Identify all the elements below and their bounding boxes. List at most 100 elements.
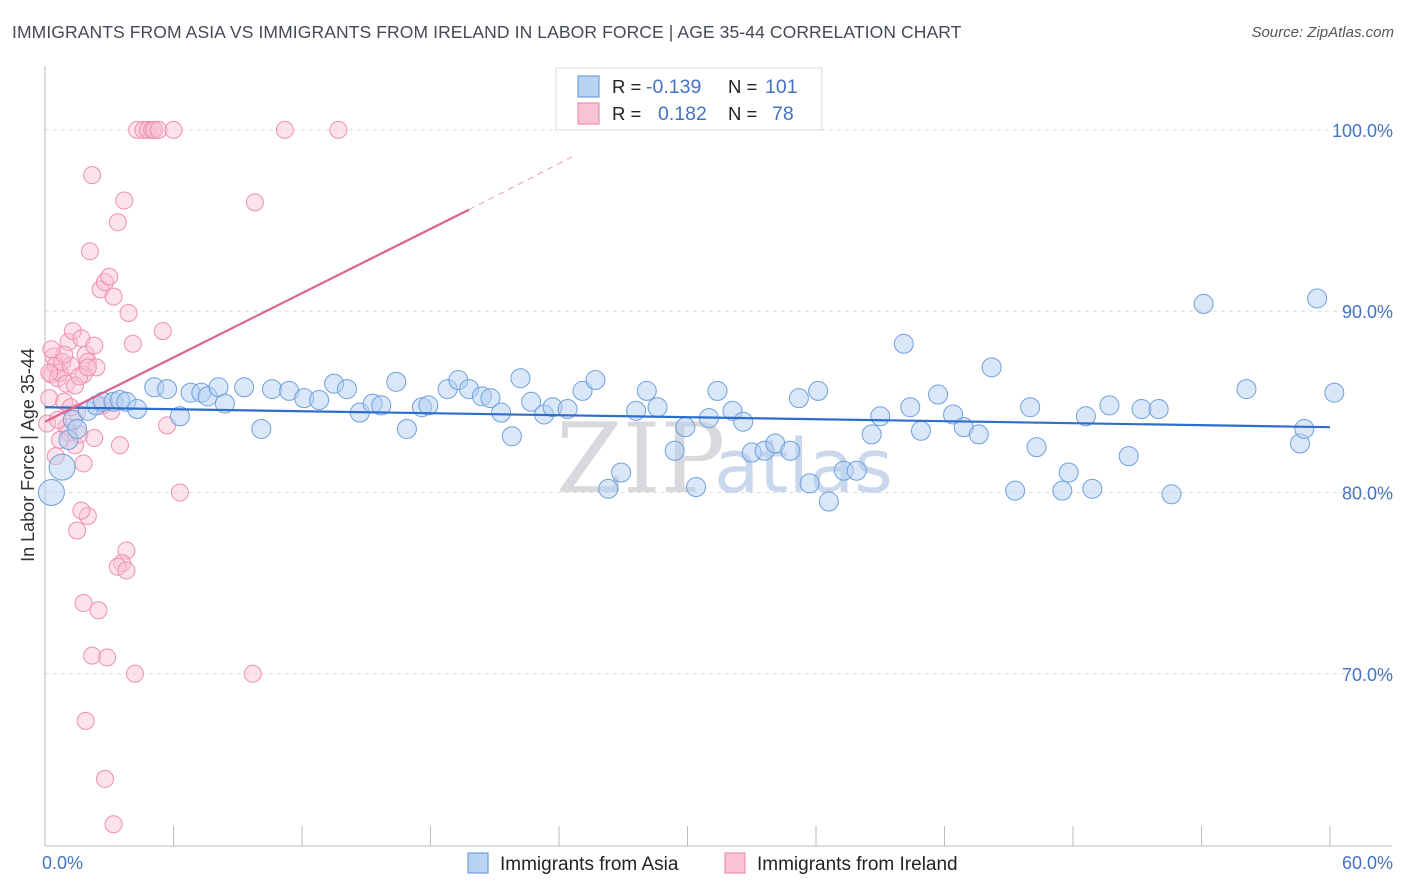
legend-box	[555, 67, 823, 131]
ireland-point	[83, 166, 102, 185]
ireland-point	[100, 267, 119, 286]
asia-point	[557, 399, 578, 420]
asia-point	[647, 397, 668, 418]
ireland-point	[125, 664, 144, 683]
ireland-point	[85, 429, 104, 448]
asia-point	[1118, 446, 1139, 467]
ireland-point	[74, 454, 93, 473]
correlation-legend: R = -0.139 N = 101 R = 0.182 N = 78	[555, 67, 823, 131]
asia-point	[251, 418, 272, 439]
asia-point	[396, 418, 417, 439]
ireland-point	[115, 191, 134, 210]
asia-point	[611, 462, 632, 483]
asia-point	[309, 389, 330, 410]
ireland-point	[117, 561, 136, 580]
series-ireland-points	[38, 120, 348, 834]
legend-r-asia: -0.139	[646, 76, 701, 98]
asia-point	[1193, 293, 1214, 314]
asia-point	[214, 393, 235, 414]
asia-point	[1131, 399, 1152, 420]
bottom-legend-ireland: Immigrants from Ireland	[757, 854, 958, 875]
asia-point	[371, 395, 392, 416]
asia-point	[910, 420, 931, 441]
asia-point	[870, 406, 891, 427]
ireland-point	[80, 242, 99, 261]
asia-point	[1148, 399, 1169, 420]
ireland-point	[83, 646, 102, 665]
ireland-point	[95, 769, 114, 788]
ireland-point	[275, 120, 294, 139]
bottom-legend-asia: Immigrants from Asia	[500, 854, 679, 875]
legend-swatch-ireland	[577, 102, 600, 125]
ireland-trend-line	[44, 208, 470, 423]
asia-point	[686, 477, 707, 498]
ireland-point	[104, 815, 123, 834]
ireland-point	[138, 120, 157, 139]
ireland-point	[145, 120, 164, 139]
ireland-point	[72, 501, 91, 520]
series-asia-points	[37, 288, 1345, 512]
asia-point	[1020, 397, 1041, 418]
asia-point	[521, 391, 542, 412]
legend-n-asia: 101	[765, 76, 798, 98]
asia-point	[1026, 437, 1047, 458]
asia-point	[664, 440, 685, 461]
asia-point	[37, 478, 65, 506]
asia-point	[846, 460, 867, 481]
legend-r-label-asia: R =	[612, 76, 641, 97]
asia-point	[1307, 288, 1328, 309]
y-tick-label: 70.0%	[1342, 665, 1393, 685]
asia-point	[900, 397, 921, 418]
ireland-point	[40, 389, 59, 408]
chart-title: IMMIGRANTS FROM ASIA VS IMMIGRANTS FROM …	[12, 22, 962, 42]
ireland-point	[40, 363, 59, 382]
asia-point	[1236, 379, 1257, 400]
legend-n-ireland: 78	[772, 103, 794, 125]
asia-point	[1161, 484, 1182, 505]
asia-point	[262, 379, 283, 400]
asia-point	[818, 491, 839, 512]
asia-point	[636, 380, 657, 401]
legend-r-label-ireland: R =	[612, 103, 641, 124]
ireland-point	[243, 664, 262, 683]
ireland-point	[170, 483, 189, 502]
ireland-point	[153, 322, 172, 341]
asia-point	[386, 371, 407, 392]
asia-point	[1099, 395, 1120, 416]
series-legend: Immigrants from Asia Immigrants from Ire…	[467, 852, 958, 875]
y-tick-label: 100.0%	[1332, 121, 1393, 141]
asia-point	[234, 377, 255, 398]
ireland-point	[329, 120, 348, 139]
x-tick-label: 60.0%	[1342, 853, 1393, 873]
asia-point	[1324, 382, 1345, 403]
ireland-point	[78, 358, 97, 377]
asia-point	[501, 426, 522, 447]
ireland-point	[65, 376, 84, 395]
asia-point	[707, 380, 728, 401]
asia-point	[585, 370, 606, 391]
asia-point	[799, 473, 820, 494]
asia-point	[788, 388, 809, 409]
y-tick-label: 90.0%	[1342, 302, 1393, 322]
tick-labels: 100.0% 90.0% 80.0% 70.0% 0.0% 60.0%	[42, 121, 1393, 873]
asia-point	[169, 406, 190, 427]
asia-point	[808, 380, 829, 401]
legend-swatch-asia	[577, 75, 600, 98]
ireland-point	[104, 287, 123, 306]
asia-point	[491, 402, 512, 423]
asia-point	[968, 424, 989, 445]
legend-r-ireland: 0.182	[658, 103, 707, 125]
asia-point	[893, 333, 914, 354]
ireland-point	[85, 336, 104, 355]
ireland-point	[76, 711, 95, 730]
asia-point	[675, 417, 696, 438]
asia-point	[1058, 462, 1079, 483]
ireland-point	[78, 352, 97, 371]
asia-point	[1052, 480, 1073, 501]
ireland-trend-extension	[468, 156, 573, 211]
asia-point	[861, 424, 882, 445]
asia-point	[480, 388, 501, 409]
asia-point	[157, 379, 178, 400]
asia-point	[510, 368, 531, 389]
asia-point	[418, 395, 439, 416]
